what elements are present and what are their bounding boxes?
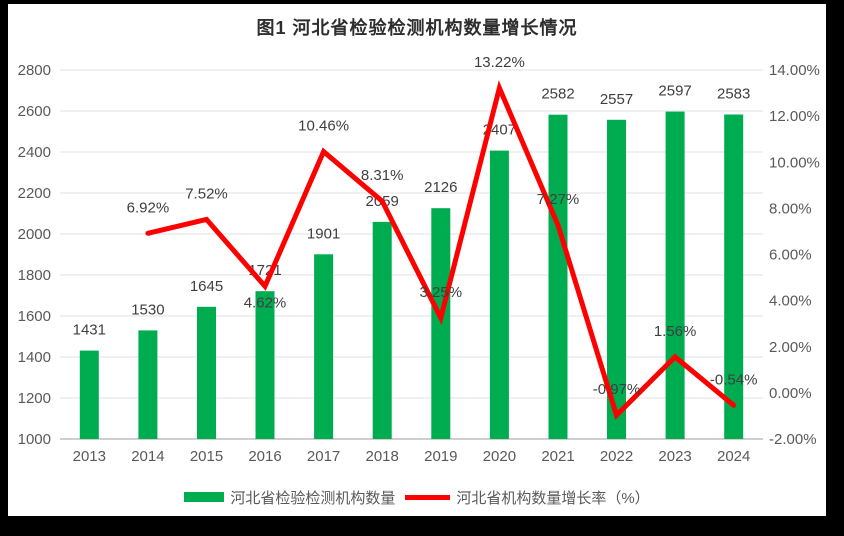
left-axis-tick-2600: 2600 bbox=[18, 103, 51, 120]
line-label-2015: 7.52% bbox=[185, 185, 228, 202]
bar-2024 bbox=[724, 114, 744, 439]
x-axis-tick-2020: 2020 bbox=[483, 448, 516, 465]
bar-label-2014: 1530 bbox=[131, 301, 164, 318]
line-label-2021: 7.27% bbox=[537, 191, 580, 208]
left-axis-tick-2000: 2000 bbox=[18, 226, 51, 243]
chart-title: 图1 河北省检验检测机构数量增长情况 bbox=[256, 18, 578, 38]
line-label-2020: 13.22% bbox=[474, 54, 525, 71]
bar-label-2021: 2582 bbox=[541, 86, 574, 103]
line-label-2017: 10.46% bbox=[298, 118, 349, 135]
bar-label-2017: 1901 bbox=[307, 225, 340, 242]
left-axis-tick-2800: 2800 bbox=[18, 62, 51, 79]
bar-2019 bbox=[431, 208, 451, 439]
left-axis-tick-1200: 1200 bbox=[18, 390, 51, 407]
x-axis-tick-2013: 2013 bbox=[73, 448, 106, 465]
bar-2021 bbox=[548, 114, 568, 439]
bar-2022 bbox=[607, 119, 626, 440]
bar-2016 bbox=[255, 291, 275, 439]
growth-rate-line bbox=[145, 80, 737, 420]
line-label-2024: -0.54% bbox=[710, 371, 758, 388]
bar-2018 bbox=[372, 221, 392, 439]
bar-label-2022: 2557 bbox=[600, 91, 633, 108]
right-axis-tick-2.00%: 2.00% bbox=[769, 339, 812, 356]
chart-plot: 2800 2600 2400 2200 2000 1800 1600 1400 1200 1000… bbox=[18, 54, 820, 465]
right-axis-tick-4.00%: 4.00% bbox=[769, 293, 812, 310]
x-axis-tick-2019: 2019 bbox=[424, 448, 457, 465]
left-axis-tick-1800: 1800 bbox=[18, 267, 51, 284]
right-axis-tick-14.00%: 14.00% bbox=[769, 62, 820, 79]
left-axis-tick-2200: 2200 bbox=[18, 185, 51, 202]
legend-bar-label: 河北省检验检测机构数量 bbox=[230, 489, 396, 507]
line-label-2018: 8.31% bbox=[361, 167, 404, 184]
right-axis-tick-12.00%: 12.00% bbox=[769, 108, 820, 125]
left-axis-tick-2400: 2400 bbox=[18, 144, 51, 161]
line-label-2016: 4.62% bbox=[244, 294, 287, 311]
x-axis-tick-2015: 2015 bbox=[190, 448, 223, 465]
x-axis-tick-2014: 2014 bbox=[131, 448, 164, 465]
right-axis-tick-0.00%: 0.00% bbox=[769, 385, 812, 402]
line-label-2023: 1.56% bbox=[654, 323, 697, 340]
x-axis-tick-2021: 2021 bbox=[541, 448, 574, 465]
bar-label-2019: 2126 bbox=[424, 179, 457, 196]
legend-bar-swatch-icon bbox=[184, 492, 225, 502]
bar-label-2024: 2583 bbox=[717, 86, 750, 103]
chart-legend: 河北省检验检测机构数量 河北省机构数量增长率（%） bbox=[8, 485, 826, 509]
bar-2013 bbox=[79, 350, 99, 439]
bar-label-2013: 1431 bbox=[73, 322, 106, 339]
legend-line-label: 河北省机构数量增长率（%） bbox=[456, 489, 650, 507]
left-axis-tick-1400: 1400 bbox=[18, 349, 51, 366]
legend-line-swatch-icon bbox=[405, 494, 451, 500]
line-label-2014: 6.92% bbox=[127, 199, 170, 216]
bar-2015 bbox=[197, 306, 216, 439]
right-axis-tick-8.00%: 8.00% bbox=[769, 200, 812, 217]
bar-label-2023: 2597 bbox=[658, 83, 691, 100]
x-axis-tick-2017: 2017 bbox=[307, 448, 340, 465]
x-axis-tick-2016: 2016 bbox=[248, 448, 281, 465]
bar-2020 bbox=[489, 150, 509, 439]
x-axis-tick-2022: 2022 bbox=[600, 448, 633, 465]
chart-canvas: 图1 河北省检验检测机构数量增长情况 2800 2600 2400 2200 2000 1… bbox=[8, 4, 826, 516]
x-axis-tick-2018: 2018 bbox=[366, 448, 399, 465]
right-axis-tick--2.00%: -2.00% bbox=[769, 431, 817, 448]
bar-2017 bbox=[314, 254, 334, 439]
left-axis-tick-1600: 1600 bbox=[18, 308, 51, 325]
right-axis-tick-6.00%: 6.00% bbox=[769, 247, 812, 264]
right-axis-tick-10.00%: 10.00% bbox=[769, 154, 820, 171]
x-axis-tick-2024: 2024 bbox=[717, 448, 750, 465]
bar-2014 bbox=[138, 330, 158, 439]
bar-label-2015: 1645 bbox=[190, 278, 223, 295]
x-axis-tick-2023: 2023 bbox=[658, 448, 691, 465]
left-axis-tick-1000: 1000 bbox=[18, 431, 51, 448]
line-label-2019: 3.25% bbox=[420, 284, 463, 301]
line-label-2022: -0.97% bbox=[593, 381, 641, 398]
bar-2023 bbox=[665, 111, 685, 439]
